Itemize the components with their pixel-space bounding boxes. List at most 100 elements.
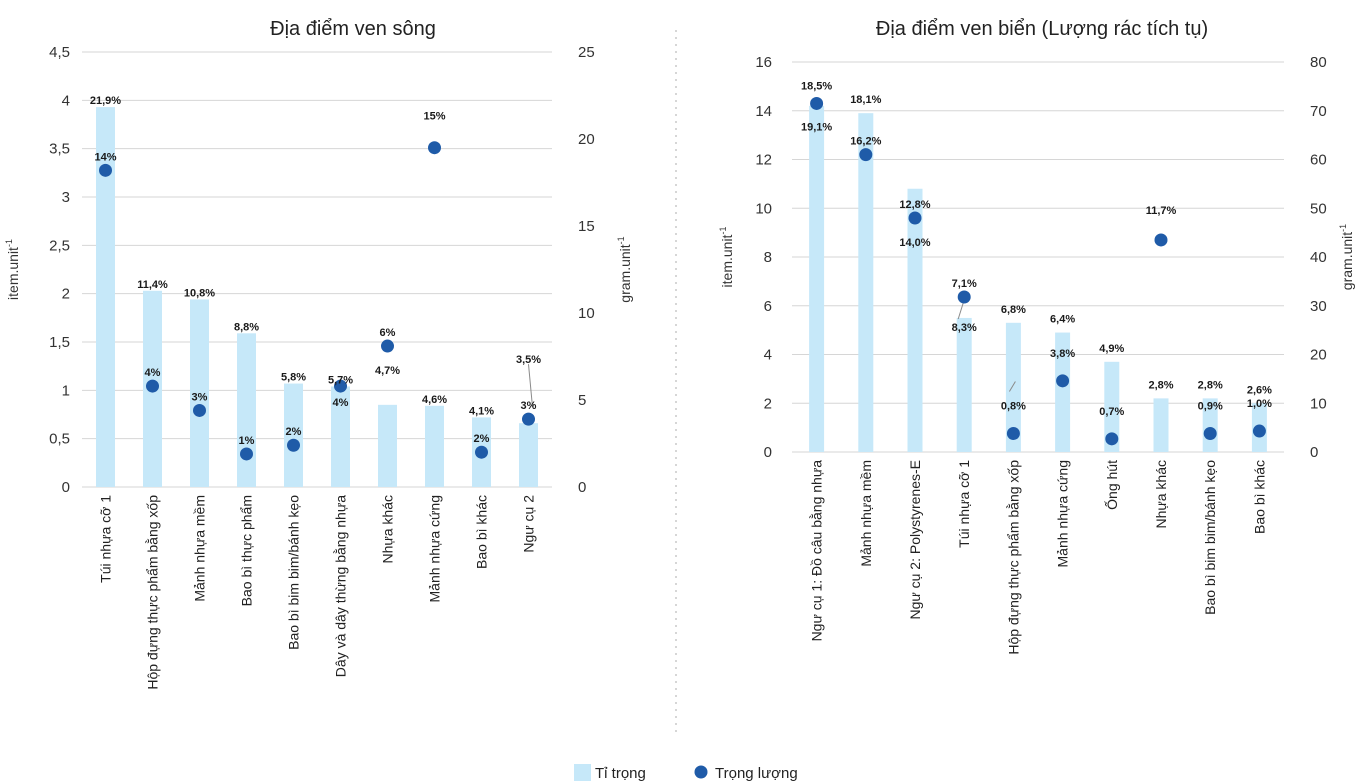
bar-value-label: 5,8% [281, 372, 306, 384]
legend-dot-swatch [694, 765, 708, 779]
y-axis-label-sup: -1 [718, 227, 728, 235]
bar-value-label: 2,8% [1198, 379, 1223, 391]
y-axis-label-text: item.unit [5, 247, 21, 300]
dot-marker [859, 148, 873, 162]
bar [96, 107, 115, 487]
bar-value-label: 6,4% [1050, 314, 1075, 326]
category-label: Ngư cụ 2 [521, 495, 537, 553]
category-label: Nhựa khác [380, 495, 396, 564]
y-tick-label: 2 [764, 395, 772, 412]
dot-marker [522, 412, 535, 426]
chart-title: Địa điểm ven sông [270, 18, 436, 40]
y2-axis-label-sup: -1 [616, 236, 626, 244]
bar [956, 317, 972, 452]
bar-value-label: 18,1% [850, 94, 881, 106]
legend-dot-label: Trọng lượng [715, 765, 798, 782]
dot-marker [1154, 233, 1168, 247]
dot-marker [381, 339, 394, 353]
y2-tick-label: 20 [1310, 347, 1327, 364]
dot-value-label: 16,2% [850, 136, 881, 148]
y2-tick-label: 10 [1310, 395, 1327, 412]
dot-value-label: 0,7% [1099, 406, 1124, 418]
dot-value-label: 0,8% [1001, 400, 1026, 412]
dot-marker [146, 379, 159, 393]
y-tick-label: 3,5 [49, 141, 70, 158]
bar [519, 423, 538, 487]
bar-value-label: 4,6% [422, 394, 447, 406]
y2-tick-label: 70 [1310, 103, 1327, 120]
dot-value-label: 3% [521, 400, 537, 412]
y2-tick-label: 40 [1310, 249, 1327, 266]
bar [1153, 398, 1169, 452]
bar-value-label: 4,9% [1099, 343, 1124, 355]
bar-value-label: 4,7% [375, 365, 400, 377]
dot-value-label: 2% [474, 433, 490, 445]
chart-2: Địa điểm ven biển (Lượng rác tích tụ) 0 2 4… [718, 18, 1355, 655]
category-label: Bao bì bim bim/bánh kẹo [286, 495, 302, 650]
bar [1104, 361, 1120, 452]
category-label: Hộp đựng thực phẩm bằng xốp [145, 495, 161, 690]
dot-marker [475, 445, 488, 459]
category-label: Mảnh nhựa mềm [858, 460, 874, 567]
y2-tick-label: 0 [578, 479, 586, 496]
y-tick-label: 10 [755, 200, 772, 217]
y2-tick-label: 10 [578, 305, 595, 322]
legend-bar-swatch [574, 764, 591, 781]
dot-value-label: 18,5% [801, 80, 832, 92]
y-tick-label: 3 [62, 189, 70, 206]
y-tick-label: 0 [764, 444, 772, 461]
chart-title: Địa điểm ven biển (Lượng rác tích tụ) [876, 18, 1208, 40]
y2-tick-label: 15 [578, 218, 595, 235]
dot-value-label: 12,8% [899, 199, 930, 211]
y-tick-label: 0,5 [49, 431, 70, 448]
dot-value-label: 11,7% [1146, 205, 1177, 217]
bar [190, 299, 209, 487]
y2-axis-label: gram.unit-1 [616, 236, 633, 302]
dot-value-label: 2% [286, 426, 302, 438]
bar [858, 113, 874, 452]
y-tick-label: 16 [755, 54, 772, 71]
category-label: Túi nhựa cỡ 1 [956, 460, 972, 548]
y2-axis-label-text: gram.unit [617, 244, 633, 302]
category-label: Ống hút [1103, 460, 1120, 510]
dot-marker [1203, 426, 1217, 440]
bar-value-label: 11,4% [137, 279, 168, 291]
y-axis-label-text: item.unit [719, 234, 735, 287]
dot-marker [428, 141, 441, 155]
dot-marker [334, 379, 347, 393]
y-tick-label: 12 [755, 152, 772, 169]
y-axis-label: item.unit-1 [4, 239, 21, 300]
dot-marker [957, 290, 971, 304]
dot-marker [99, 163, 112, 177]
category-label: Bao bì khác [1251, 460, 1267, 534]
y-tick-label: 1,5 [49, 334, 70, 351]
dot-value-label: 4% [333, 397, 349, 409]
bar-value-label: 8,8% [234, 321, 259, 333]
y2-tick-label: 20 [578, 131, 595, 148]
leader-line [1008, 381, 1016, 392]
y-tick-label: 8 [764, 249, 772, 266]
y-tick-label: 6 [764, 298, 772, 315]
y-tick-label: 2,5 [49, 237, 70, 254]
dot-value-label: 14% [94, 151, 116, 163]
category-label: Nhựa khác [1153, 460, 1169, 529]
y2-tick-label: 25 [578, 44, 595, 61]
y-tick-label: 4,5 [49, 44, 70, 61]
category-label: Mảnh nhựa mềm [192, 495, 208, 602]
bar-value-label: 14,0% [899, 237, 930, 249]
y2-tick-label: 5 [578, 392, 586, 409]
bar [1055, 332, 1071, 452]
dot-marker [810, 96, 824, 110]
leader-line [528, 364, 533, 408]
y-axis-label-sup: -1 [4, 239, 14, 247]
category-label: Ngư cụ 1: Đồ câu bằng nhựa [809, 460, 825, 642]
bar-value-label: 3,5% [516, 354, 541, 366]
y-tick-label: 0 [62, 479, 70, 496]
bar [907, 188, 923, 452]
dot-marker [1252, 424, 1266, 438]
bar-value-label: 2,8% [1148, 379, 1173, 391]
y2-axis-label-text: gram.unit [1339, 232, 1355, 290]
category-label: Mảnh nhựa cứng [427, 495, 443, 602]
category-label: Bao bì khác [474, 495, 490, 569]
dot-marker [287, 438, 300, 452]
